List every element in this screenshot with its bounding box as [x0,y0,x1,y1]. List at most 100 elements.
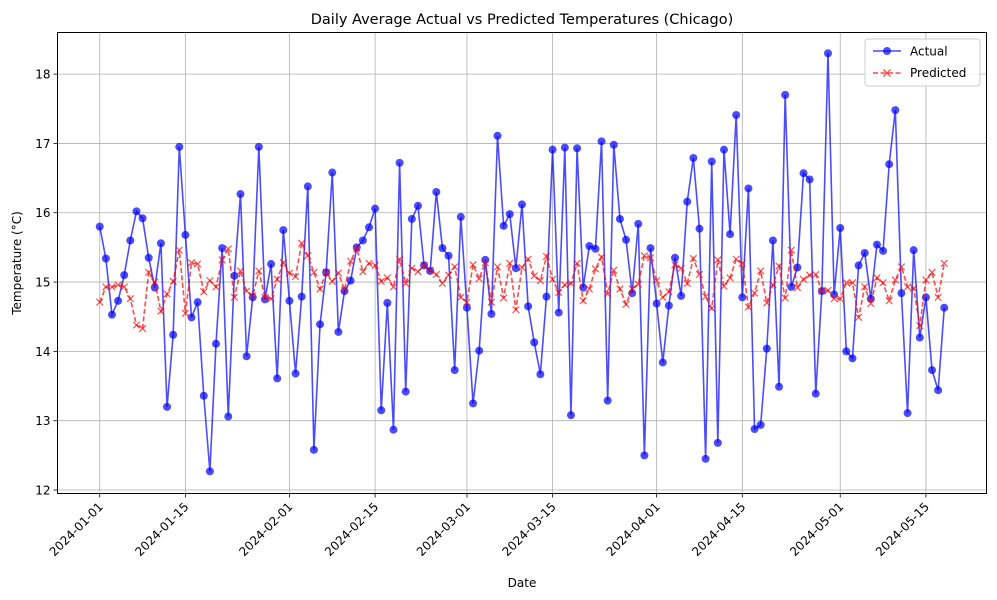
data-point-predicted [689,254,698,263]
data-point-actual [768,236,777,245]
data-point-predicted [787,246,795,254]
data-point-actual [836,223,845,232]
plot-frame [57,32,987,494]
data-point-predicted [359,267,367,276]
data-point-actual [548,145,557,154]
data-point-actual [267,260,276,269]
data-point-actual [934,386,943,395]
data-point-actual [756,420,765,429]
data-point-predicted [401,279,410,288]
data-point-predicted [230,293,239,302]
data-point-actual [175,142,184,151]
data-point-actual [872,240,881,249]
data-point-actual [377,406,386,415]
data-point-predicted [818,287,826,295]
y-axis-label: Temperature (°C) [10,211,24,316]
data-point-predicted [132,321,141,329]
data-point-actual [903,409,912,418]
data-point-predicted [506,259,514,268]
data-point-predicted [916,322,924,330]
data-point-actual [383,298,392,307]
data-point-predicted [707,304,716,313]
x-axis-label: Date [508,576,537,590]
data-point-actual [719,145,728,154]
data-point-actual [365,223,373,232]
data-point-predicted [744,303,753,311]
data-point-predicted [542,252,551,261]
data-point-actual [762,344,771,353]
data-point-predicted [96,298,104,306]
data-point-predicted [775,262,783,270]
data-point-predicted [493,263,502,271]
data-point-predicted [646,254,655,262]
data-point-predicted [512,306,520,314]
data-point-actual [95,222,104,231]
data-point-predicted [830,294,838,303]
data-point-predicted [310,268,318,277]
data-point-actual [609,140,618,149]
data-point-predicted [236,267,245,275]
data-point-predicted [169,277,177,286]
data-point-predicted [340,285,349,294]
data-point-actual [652,299,661,308]
data-point-actual [444,251,453,260]
data-point-predicted [903,283,912,291]
data-point-actual [101,254,110,263]
data-point-actual [823,49,832,58]
data-point-actual [658,358,667,367]
data-point-predicted [524,255,532,263]
y-tick-label: 14 [35,345,50,359]
data-point-predicted [487,298,496,306]
y-tick-label: 16 [35,206,50,220]
data-point-actual [260,295,269,304]
data-point-predicted [812,270,820,279]
data-point-actual [493,131,502,140]
data-point-actual [744,184,753,193]
data-point-actual [309,445,318,454]
data-point-predicted [499,294,508,302]
data-point-predicted [634,280,643,288]
data-point-actual [560,143,569,152]
data-point-predicted [579,297,587,305]
data-point-predicted [408,264,416,272]
data-point-actual [799,169,808,178]
data-point-actual [511,264,520,273]
data-point-actual [499,221,508,230]
data-point-actual [432,187,441,196]
data-point-actual [860,248,869,257]
data-point-predicted [304,251,312,260]
data-point-predicted [769,281,777,289]
data-point-actual [738,293,747,302]
data-point-actual [781,90,790,99]
data-point-actual [732,110,741,119]
data-point-actual [144,253,153,262]
data-point-actual [707,157,716,166]
data-point-predicted [316,285,324,293]
data-point-predicted [726,274,734,282]
data-point-actual [334,327,343,336]
data-point-predicted [279,258,288,267]
data-point-actual [163,402,172,411]
data-point-predicted [181,309,190,317]
data-point-predicted [126,294,135,303]
data-point-actual [842,347,851,356]
data-point-actual [940,303,949,312]
data-point-actual [462,303,471,312]
data-point-predicted [432,270,441,279]
data-point-predicted [518,263,526,272]
data-point-predicted [383,274,392,282]
data-point-actual [909,246,918,255]
data-point-actual [805,175,814,184]
data-point-actual [891,106,900,115]
data-point-predicted [114,281,122,289]
series-layer [95,49,949,476]
data-point-actual [120,271,129,280]
data-point-predicted [469,261,477,269]
y-tick-label: 15 [35,276,50,290]
data-point-predicted [885,297,893,305]
data-point-actual [811,389,820,398]
data-point-actual [915,333,924,342]
data-point-predicted [322,268,330,277]
data-point-actual [212,339,221,348]
data-point-actual [316,320,325,329]
